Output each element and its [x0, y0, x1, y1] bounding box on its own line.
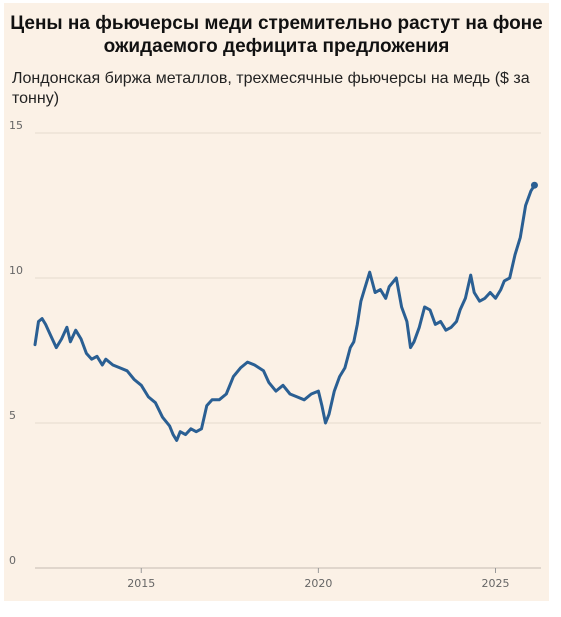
series-line: [33, 183, 536, 442]
x-tick-label: 2020: [304, 577, 332, 590]
plot-area: [33, 181, 538, 442]
y-tick-label: 15: [9, 119, 23, 132]
grid: [35, 132, 541, 569]
y-tick-label: 5: [9, 409, 16, 422]
y-axis: 0 5 10 15: [9, 119, 23, 567]
y-tick-label: 10: [9, 264, 23, 277]
x-tick-label: 2025: [481, 577, 509, 590]
x-axis: 2015 2020 2025: [127, 568, 509, 590]
x-tick-label: 2015: [127, 577, 155, 590]
chart-subtitle: Лондонская биржа металлов, трехмесячные …: [12, 70, 530, 107]
chart-card: Цены на фьючерсы меди стремительно расту…: [4, 3, 549, 601]
chart-title: Цены на фьючерсы меди стремительно расту…: [10, 13, 543, 57]
last-point-marker: [530, 181, 538, 189]
y-tick-label: 0: [9, 554, 16, 567]
